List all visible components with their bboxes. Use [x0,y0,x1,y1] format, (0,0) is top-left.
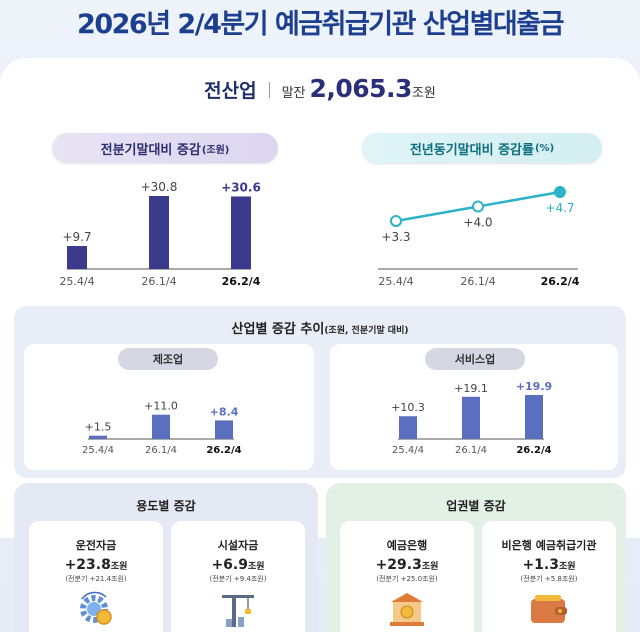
item-name: 예금은행 [386,539,428,552]
item-name: 비은행 예금취급기관 [501,539,597,552]
gear-coin-icon [80,591,112,625]
sector-item-bank: 예금은행 +29.3조원 (전분기 +25.0조원) [340,521,474,632]
wallet-icon [531,595,567,623]
total-value: 2,065.3 [309,74,412,103]
data-point [554,186,566,198]
total-prefix: 말잔 [281,86,306,101]
divider [268,82,270,98]
item-previous: (전분기 +21.4조원) [65,575,127,583]
data-label: +19.1 [454,382,488,395]
data-point [390,215,402,227]
item-unit: 조원 [421,562,439,572]
item-value-line: +6.9조원 [171,554,305,573]
tick-label: 25.4/4 [378,275,413,288]
bar [231,196,251,269]
trend-title-text: 산업별 증감 추이 [231,322,325,337]
bar [149,196,169,269]
data-label: +3.3 [381,230,410,244]
total-summary: 전산업 말잔 2,065.3조원 [0,74,640,103]
sector-title: 업권별 증감 [446,499,506,513]
item-value: +29.3 [375,557,422,573]
tick-label: 25.4/4 [82,445,114,456]
qoq-chart-title: 전분기말대비 증감 (조원) [52,133,278,163]
item-previous: (전분기 +25.0조원) [376,575,438,583]
item-previous: (전분기 +5.8조원) [520,575,578,583]
data-point [472,200,484,213]
item-unit: 조원 [558,562,576,572]
services-label: 서비스업 [425,348,525,370]
data-label: +11.0 [144,400,178,413]
bar [215,420,233,439]
page-title: 2026년 2/4분기 예금취급기관 산업별대출금 [77,9,564,40]
item-value-line: +29.3조원 [340,554,474,573]
services-bar-chart: +10.3 25.4/4 +19.1 26.1/4 +19.9 26.2/4 [391,380,552,456]
item-unit: 조원 [110,562,128,572]
total-unit: 조원 [411,86,436,101]
tick-label: 26.1/4 [145,445,177,456]
yoy-line-chart: +3.3 25.4/4 +4.0 26.1/4 +4.7 26.2/4 [378,186,580,288]
data-label: +8.4 [210,405,239,418]
item-unit: 조원 [247,562,265,572]
bar [89,435,107,439]
item-value: +23.8 [64,557,111,573]
tick-label: 26.1/4 [460,275,495,288]
data-label: +4.0 [463,216,492,230]
sector-item-nonbank: 비은행 예금취급기관 +1.3조원 (전분기 +5.8조원) [482,521,616,632]
yoy-title-unit: (%) [534,142,555,154]
tick-label: 26.1/4 [141,275,176,288]
total-label: 전산업 [204,80,257,102]
tick-label: 26.2/4 [206,445,241,456]
data-label: +4.7 [545,201,574,215]
data-label: +1.5 [85,421,112,434]
trend-title-unit: (조원, 전분기말 대비) [324,326,409,336]
qoq-title-unit: (조원) [201,144,230,156]
item-name: 운전자금 [75,539,117,552]
data-label: +30.6 [221,180,261,194]
item-value: +6.9 [211,557,248,573]
bar [152,414,170,439]
tick-label: 26.2/4 [222,275,261,288]
yoy-chart-title: 전년동기말대비 증감률 (%) [362,133,602,163]
bank-icon [390,593,424,626]
crane-icon [222,595,254,627]
item-value-line: +1.3조원 [482,554,616,573]
data-label: +30.8 [141,180,178,194]
item-name: 시설자금 [217,539,259,552]
qoq-title-text: 전분기말대비 증감 [100,142,201,158]
bar [525,395,543,439]
data-label: +19.9 [516,380,552,393]
data-label: +9.7 [62,230,91,244]
item-previous: (전분기 +9.4조원) [209,575,267,583]
manufacturing-bar-chart: +1.5 25.4/4 +11.0 26.1/4 +8.4 26.2/4 [82,400,242,456]
usage-item-facility: 시설자금 +6.9조원 (전분기 +9.4조원) [171,521,305,632]
item-value: +1.3 [522,557,559,573]
usage-title: 용도별 증감 [136,499,196,513]
item-value-line: +23.8조원 [29,554,163,573]
qoq-bar-chart: +9.7 25.4/4 +30.8 26.1/4 +30.6 26.2/4 [59,180,261,288]
tick-label: 26.2/4 [516,445,551,456]
yoy-title-text: 전년동기말대비 증감률 [409,142,534,158]
data-label: +10.3 [391,401,425,414]
bar [399,416,417,439]
bar [462,396,480,439]
bar [67,246,87,269]
usage-item-operating: 운전자금 +23.8조원 (전분기 +21.4조원) [29,521,163,632]
tick-label: 26.2/4 [541,275,580,288]
manufacturing-label: 제조업 [118,348,218,370]
trend-section-title: 산업별 증감 추이(조원, 전분기말 대비) [0,318,640,337]
tick-label: 26.1/4 [455,445,487,456]
tick-label: 25.4/4 [392,445,424,456]
tick-label: 25.4/4 [59,275,94,288]
